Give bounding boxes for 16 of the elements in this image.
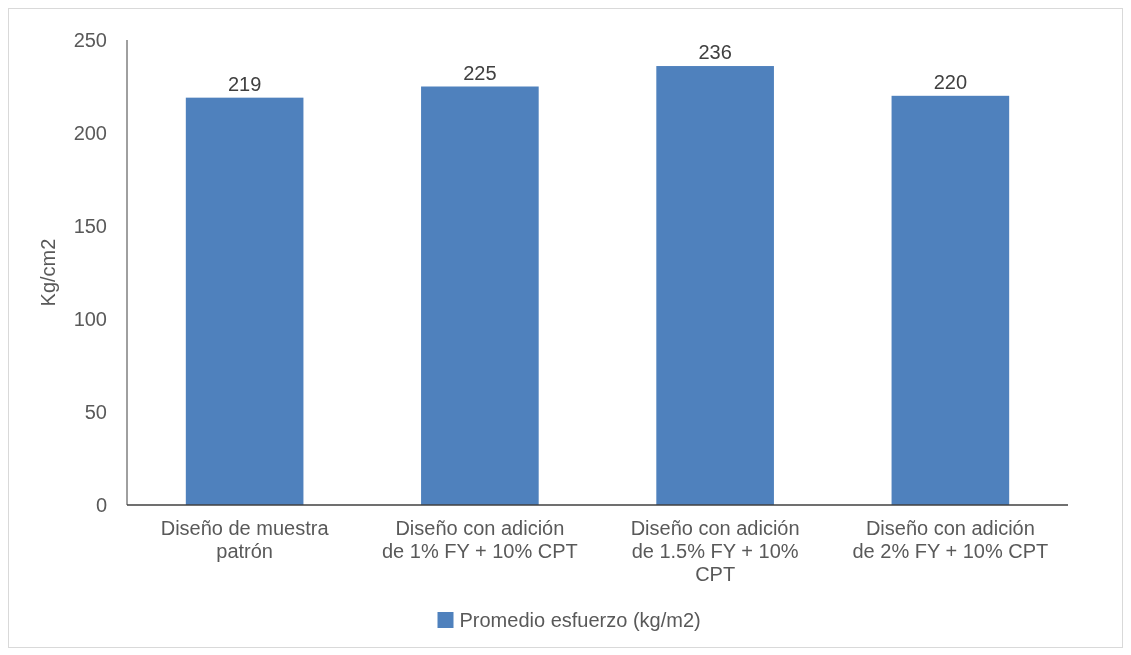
y-tick-label: 250 xyxy=(73,29,107,51)
y-axis-title: Kg/cm2 xyxy=(37,238,59,307)
y-tick-label: 0 xyxy=(95,494,107,516)
data-label: 219 xyxy=(227,72,262,95)
y-tick-label: 200 xyxy=(73,122,107,144)
x-tick-label: Diseño de muestra patrón xyxy=(160,517,330,562)
y-tick-label: 50 xyxy=(84,401,107,423)
data-label: 220 xyxy=(933,70,968,93)
x-tick-label: Diseño con adición de 1% FY + 10% CPT xyxy=(381,517,578,562)
data-label: 236 xyxy=(698,41,732,64)
x-tick-label: Diseño con adición de 2% FY + 10% CPT xyxy=(852,517,1049,562)
data-label: 225 xyxy=(463,61,497,84)
y-tick-label: 100 xyxy=(73,308,107,330)
y-tick-label: 150 xyxy=(73,215,107,237)
x-tick-label: Diseño con adición de 1.5% FY + 10% CPT xyxy=(630,517,800,585)
legend-label: Promedio esfuerzo (kg/m2) xyxy=(459,609,701,631)
